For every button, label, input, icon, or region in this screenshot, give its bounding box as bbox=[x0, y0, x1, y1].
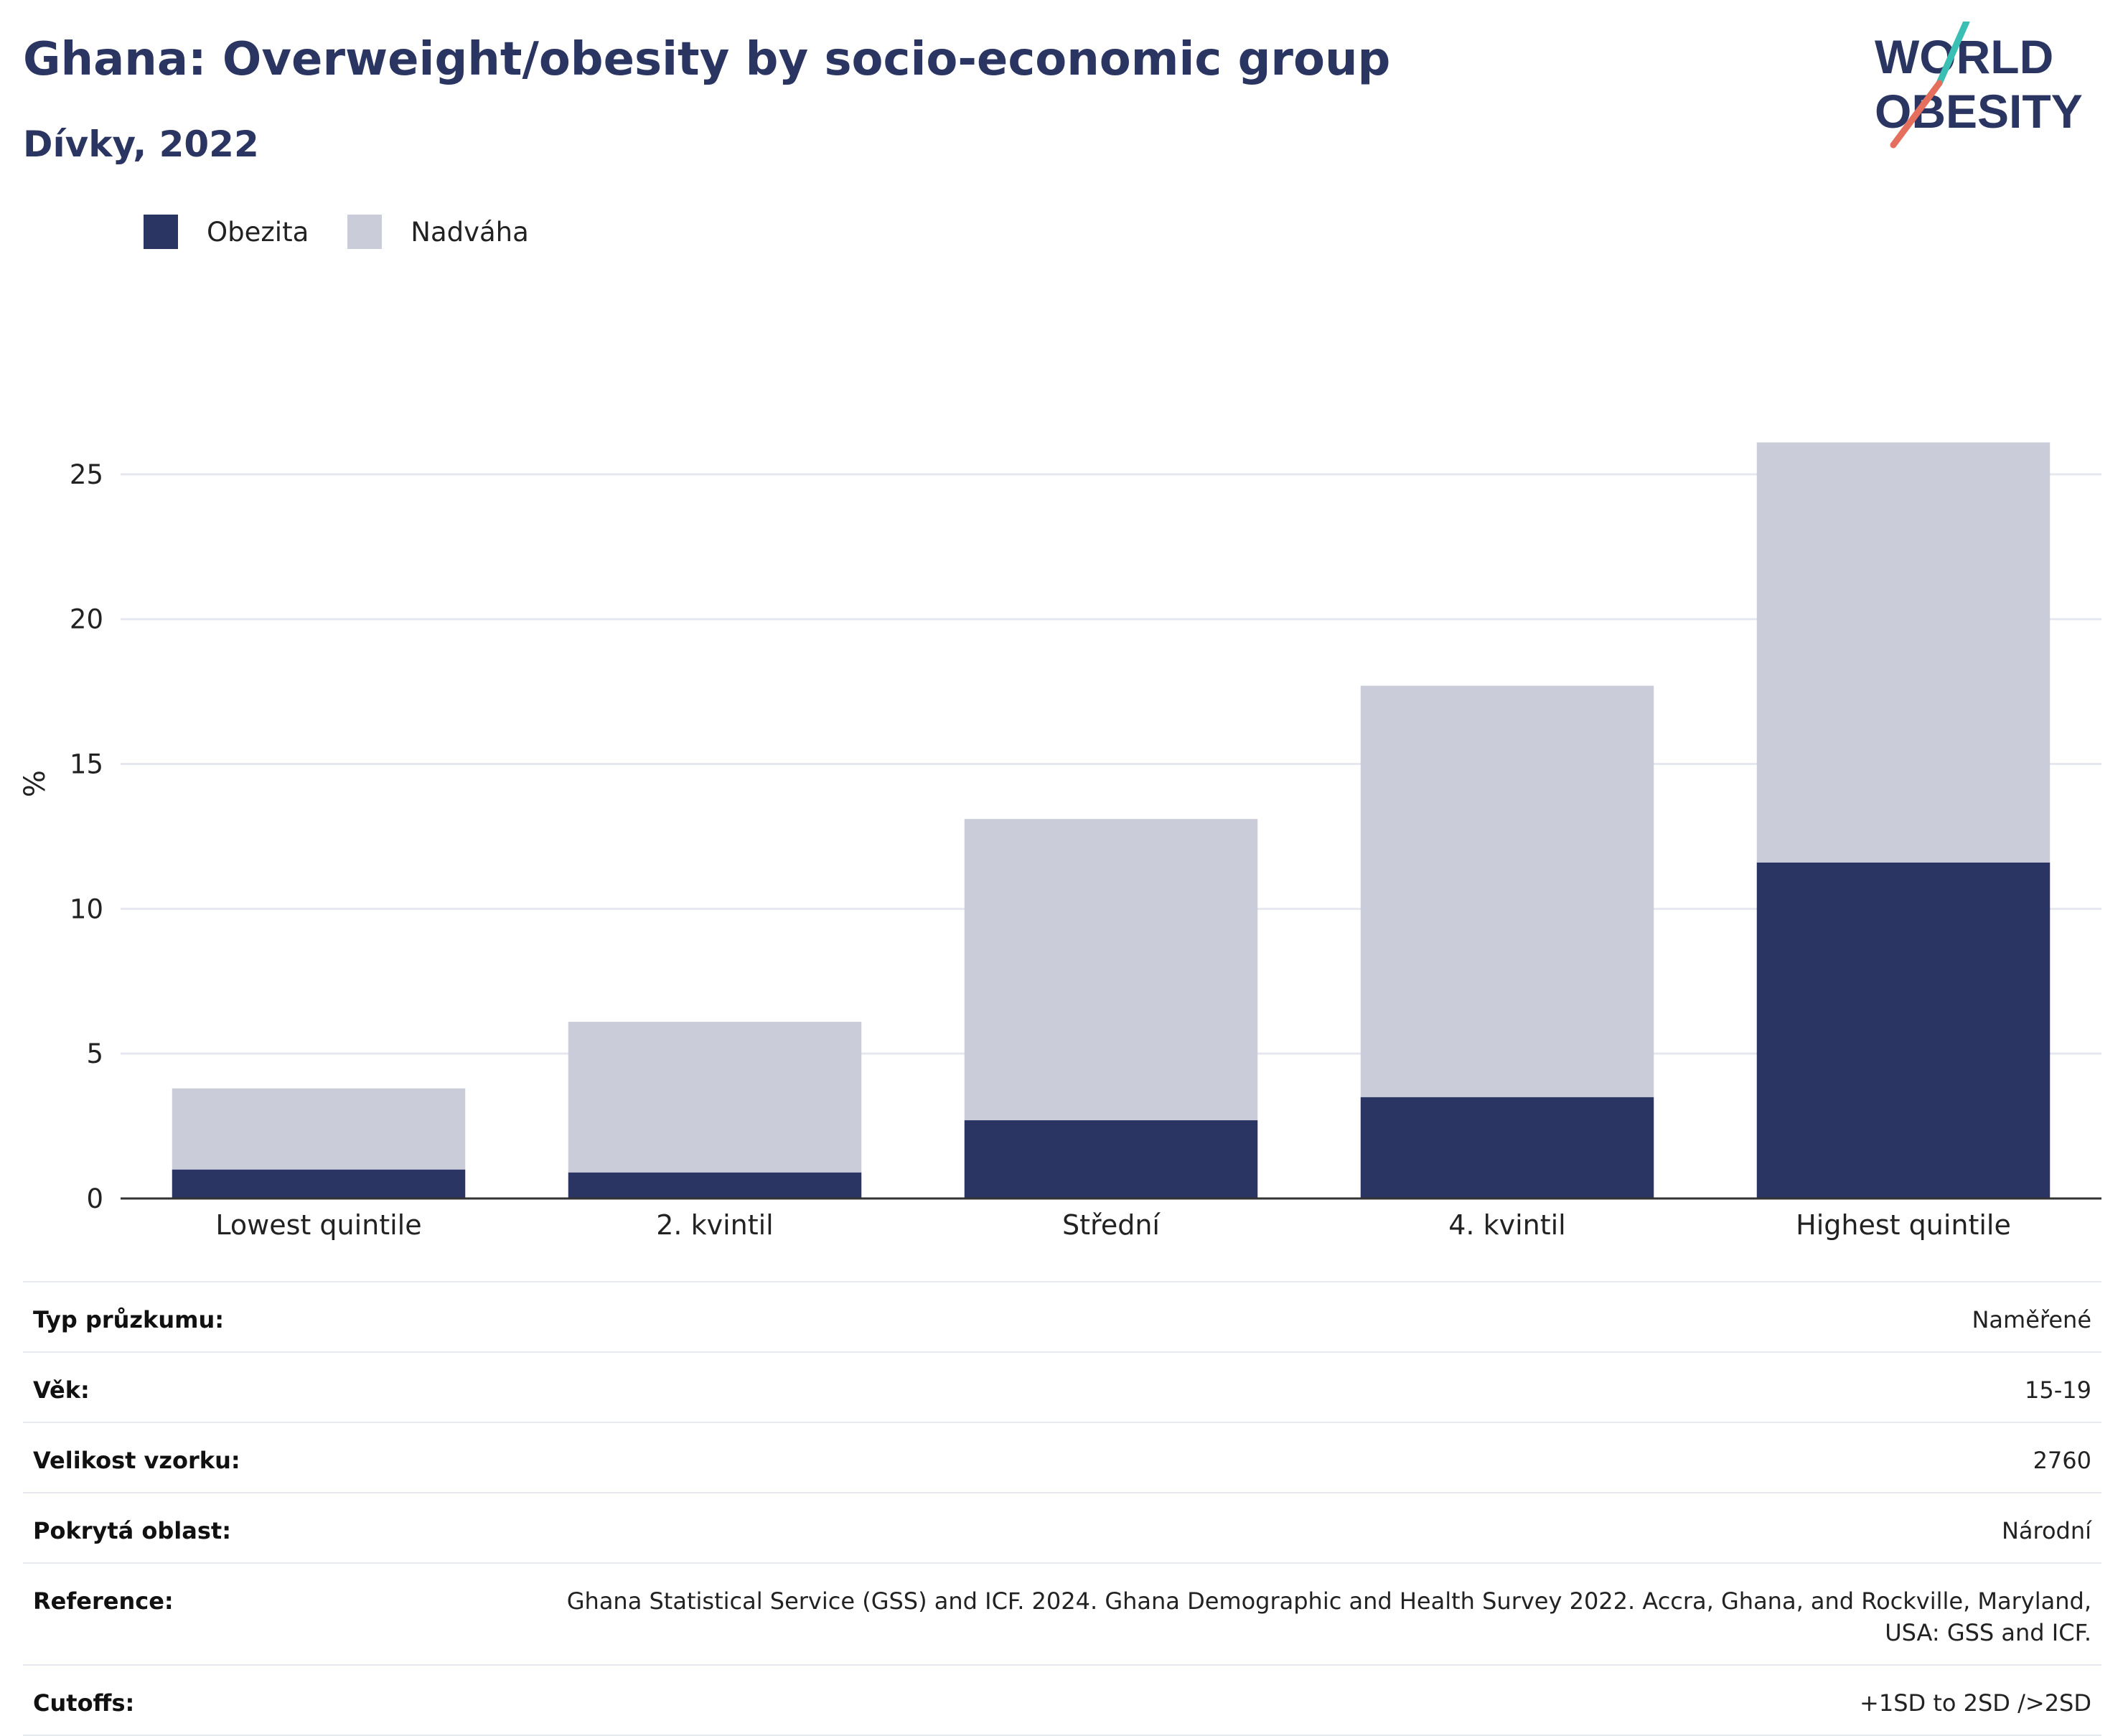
metadata-value: +1SD to 2SD />2SD bbox=[1860, 1689, 2091, 1717]
x-tick-label: Lowest quintile bbox=[215, 1209, 421, 1241]
bar-overweight bbox=[964, 819, 1258, 1121]
x-tick-label: 2. kvintil bbox=[656, 1209, 774, 1241]
metadata-value: 15-19 bbox=[2025, 1376, 2091, 1404]
legend-swatch-obesity bbox=[144, 215, 178, 249]
y-tick-label: 25 bbox=[70, 459, 103, 490]
legend-label-obesity: Obezita bbox=[207, 216, 309, 248]
bar-obesity bbox=[568, 1172, 862, 1198]
logo-line2: OBESITY bbox=[1875, 85, 2083, 138]
survey-metadata-table: Typ průzkumu: Naměřené Věk: 15-19 Veliko… bbox=[23, 1281, 2101, 1736]
y-axis-label: % bbox=[19, 770, 52, 797]
bar-overweight bbox=[172, 1088, 466, 1170]
metadata-value: Národní bbox=[2001, 1517, 2091, 1544]
bar-obesity bbox=[172, 1169, 466, 1198]
chart-subtitle: Dívky, 2022 bbox=[23, 123, 259, 165]
metadata-row: Typ průzkumu: Naměřené bbox=[23, 1282, 2101, 1353]
metadata-row: Reference: Ghana Statistical Service (GS… bbox=[23, 1564, 2101, 1666]
bar-overweight bbox=[568, 1021, 862, 1173]
legend-swatch-overweight bbox=[347, 215, 383, 249]
metadata-key: Typ průzkumu: bbox=[33, 1306, 225, 1333]
metadata-key: Cutoffs: bbox=[33, 1689, 135, 1717]
x-tick-label: Highest quintile bbox=[1796, 1209, 2011, 1241]
bar-overweight bbox=[1756, 442, 2051, 863]
metadata-key: Reference: bbox=[33, 1587, 174, 1615]
legend-label-overweight: Nadváha bbox=[411, 216, 529, 248]
metadata-row: Velikost vzorku: 2760 bbox=[23, 1423, 2101, 1493]
y-tick-label: 10 bbox=[70, 893, 103, 924]
metadata-row: Cutoffs: +1SD to 2SD />2SD bbox=[23, 1666, 2101, 1736]
metadata-value: Naměřené bbox=[1972, 1306, 2091, 1333]
metadata-value: Ghana Statistical Service (GSS) and ICF.… bbox=[566, 1587, 2091, 1646]
metadata-key: Věk: bbox=[33, 1376, 90, 1404]
y-tick-label: 20 bbox=[70, 604, 103, 635]
metadata-value: 2760 bbox=[2033, 1447, 2091, 1474]
legend-item-obesity[interactable]: Obezita bbox=[144, 215, 309, 249]
logo-slash-coral bbox=[1890, 80, 1943, 149]
metadata-key: Velikost vzorku: bbox=[33, 1447, 240, 1474]
metadata-key: Pokrytá oblast: bbox=[33, 1517, 231, 1544]
bar-overweight bbox=[1360, 685, 1654, 1097]
x-tick-label: 4. kvintil bbox=[1448, 1209, 1566, 1241]
world-obesity-logo: WORLD OBESITY bbox=[1875, 22, 2083, 149]
legend: Obezita Nadváha bbox=[144, 214, 568, 250]
metadata-row: Věk: 15-19 bbox=[23, 1353, 2101, 1423]
stacked-bar-chart: 0 5 10 15 20 25% Lowest quintile 2. kvintil Stře… bbox=[19, 442, 2101, 1241]
y-tick-label: 0 bbox=[86, 1183, 103, 1214]
bar-obesity bbox=[1756, 862, 2051, 1198]
y-tick-label: 5 bbox=[86, 1038, 103, 1069]
bar-obesity bbox=[1360, 1097, 1654, 1198]
metadata-row: Pokrytá oblast: Národní bbox=[23, 1493, 2101, 1564]
legend-item-overweight[interactable]: Nadváha bbox=[347, 215, 529, 249]
logo-line1: WORLD bbox=[1875, 30, 2053, 83]
y-tick-label: 15 bbox=[70, 749, 103, 780]
logo-slash-teal bbox=[1936, 22, 1970, 87]
x-tick-label: Střední bbox=[1062, 1209, 1161, 1241]
chart-title: Ghana: Overweight/obesity by socio-econo… bbox=[23, 33, 1391, 86]
bar-obesity bbox=[964, 1120, 1258, 1198]
